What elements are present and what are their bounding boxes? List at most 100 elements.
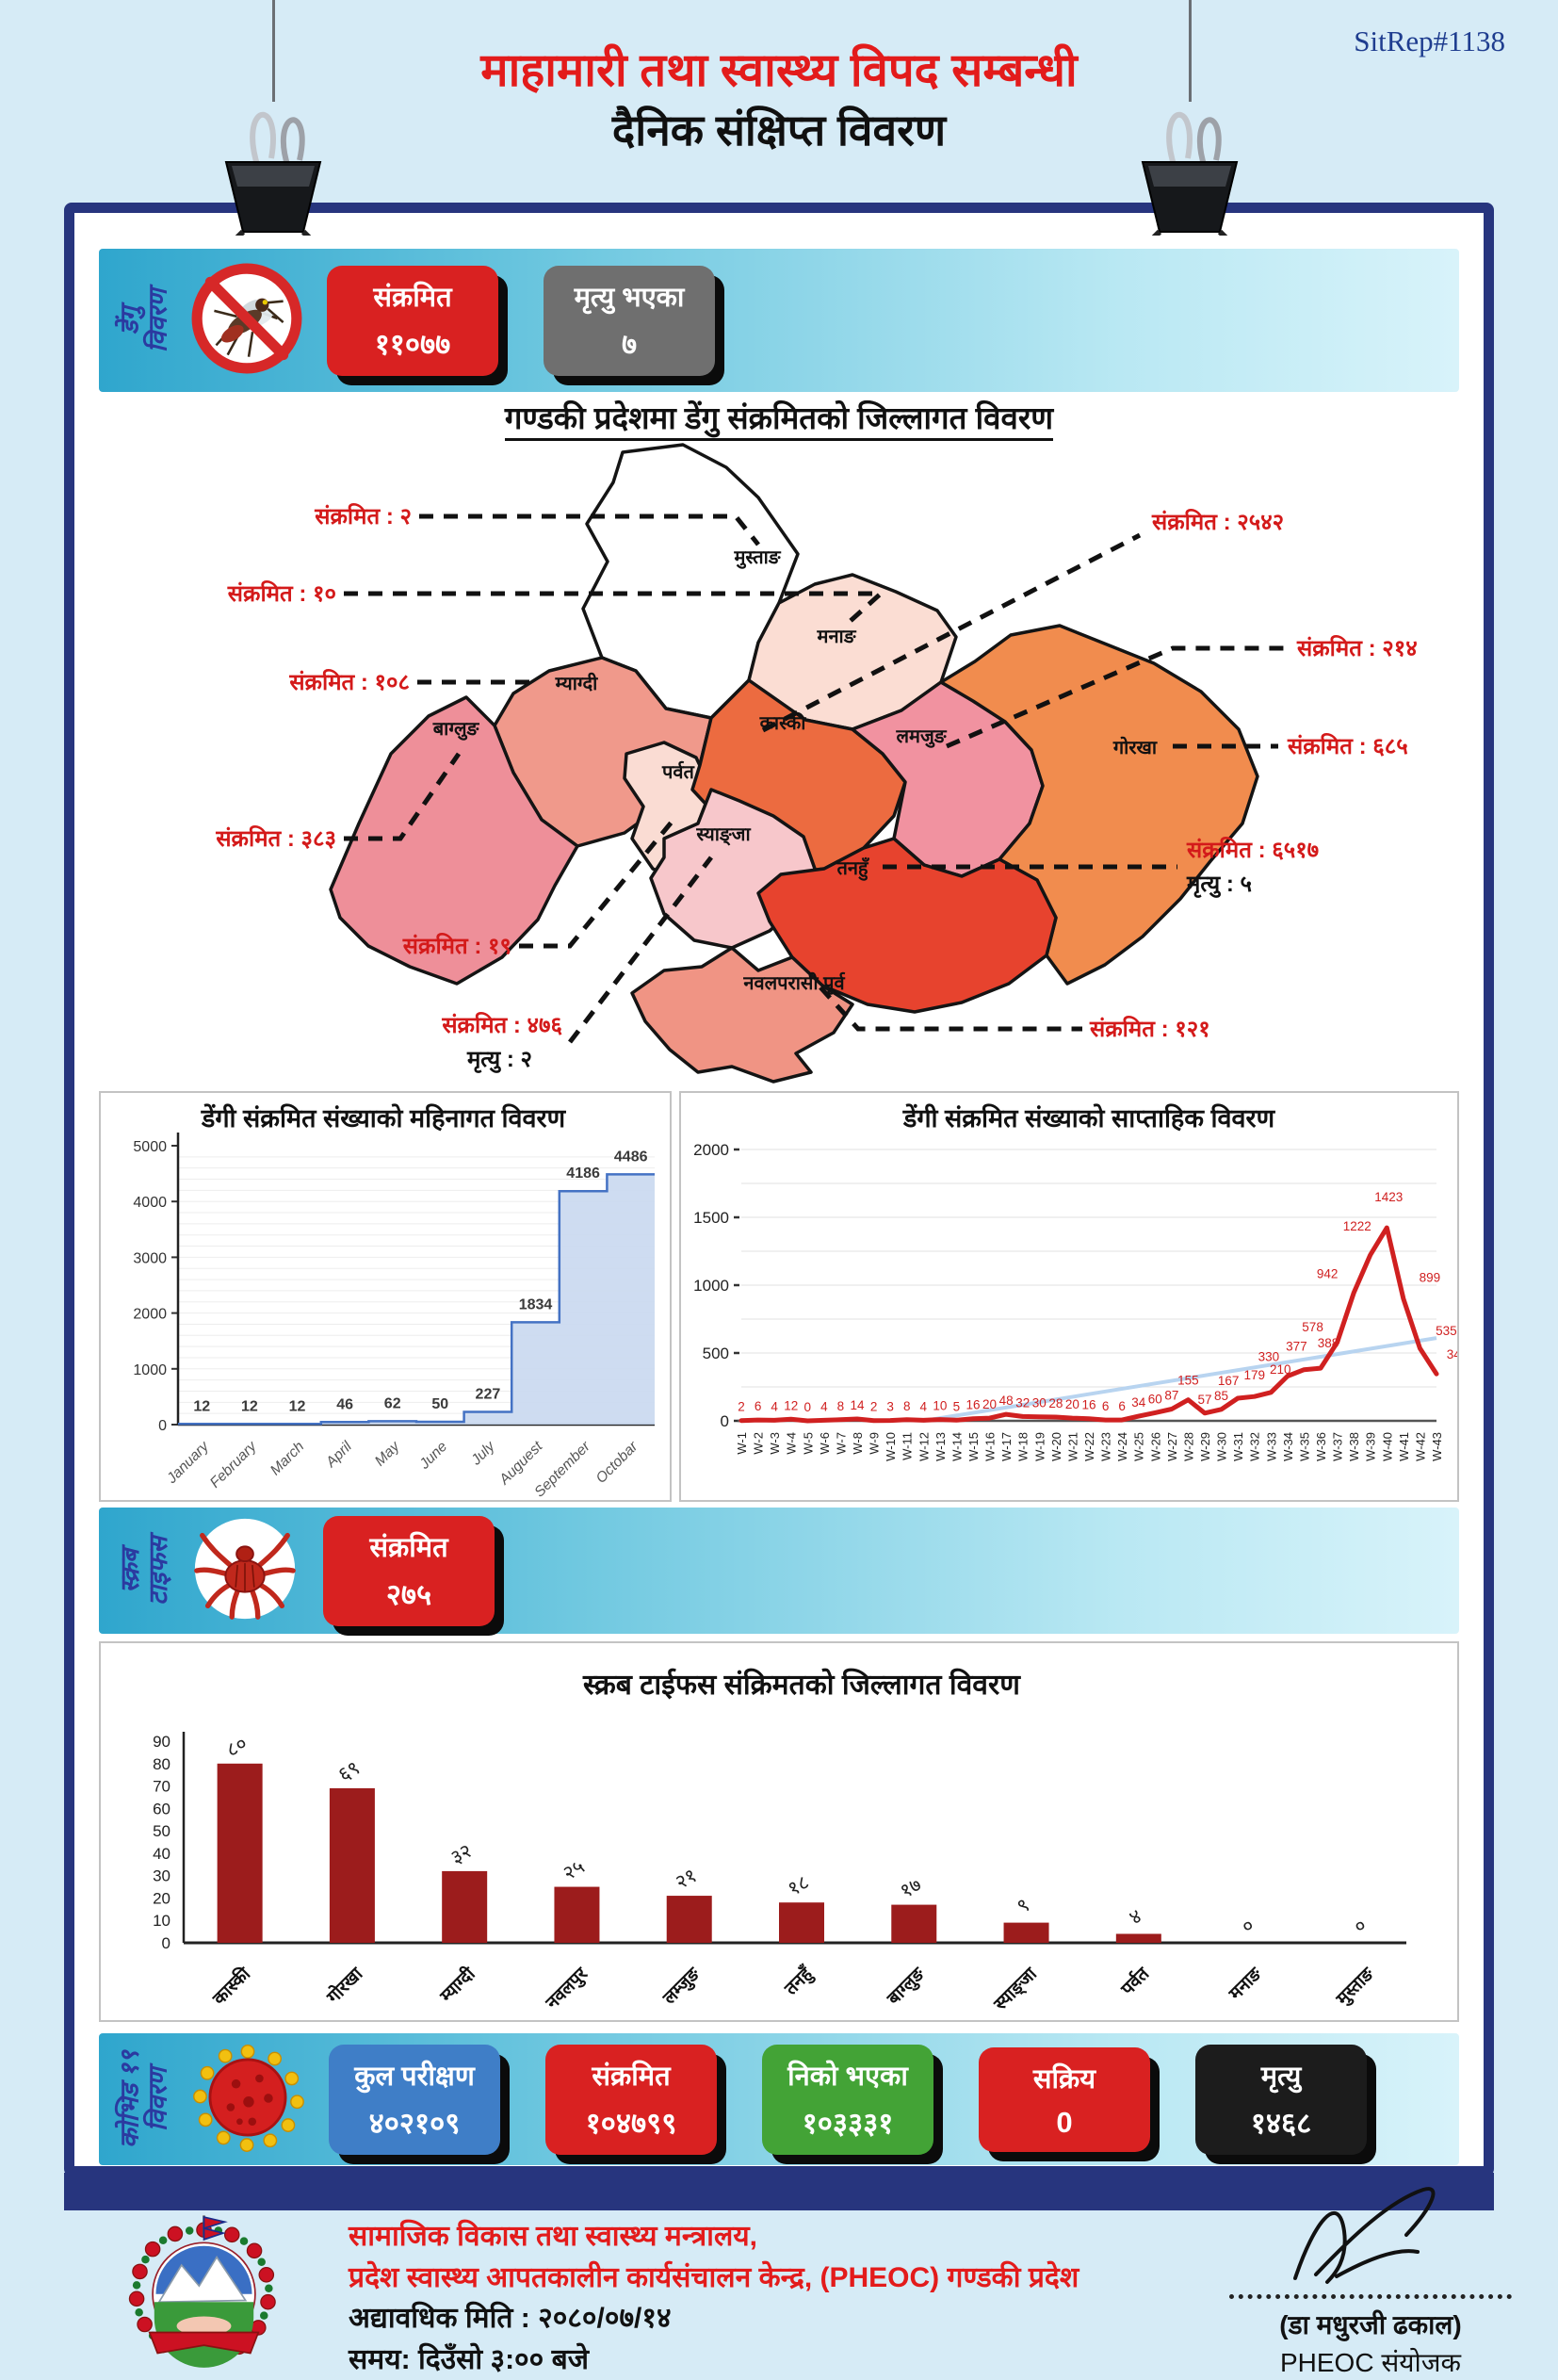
svg-text:९: ९ bbox=[1014, 1894, 1033, 1917]
svg-text:942: 942 bbox=[1317, 1266, 1339, 1280]
svg-text:March: March bbox=[268, 1439, 307, 1478]
svg-text:346: 346 bbox=[1447, 1347, 1457, 1361]
svg-text:10: 10 bbox=[153, 1912, 170, 1930]
svg-text:W-42: W-42 bbox=[1413, 1432, 1427, 1461]
dengue-deaths-label: मृत्यु भएका bbox=[568, 278, 690, 315]
svg-text:4000: 4000 bbox=[133, 1195, 167, 1211]
svg-text:म्याग्दी: म्याग्दी bbox=[435, 1963, 480, 2008]
svg-text:W-26: W-26 bbox=[1148, 1432, 1162, 1461]
svg-text:स्याङ्जा: स्याङ्जा bbox=[990, 1964, 1043, 2016]
svg-text:4: 4 bbox=[920, 1399, 928, 1413]
label-baglung: बाग्लुङ bbox=[432, 719, 480, 741]
scrub-section-label: स्क्रब टाइफस bbox=[99, 1508, 189, 1634]
svg-text:W-43: W-43 bbox=[1430, 1432, 1444, 1461]
svg-text:50: 50 bbox=[431, 1396, 448, 1412]
svg-text:लम्जुङ: लम्जुङ bbox=[659, 1964, 706, 2010]
svg-text:W-12: W-12 bbox=[917, 1432, 931, 1461]
svg-text:कास्की: कास्की bbox=[207, 1963, 255, 2011]
svg-text:6: 6 bbox=[1118, 1399, 1126, 1413]
scrub-label-line1: स्क्रब bbox=[116, 1537, 144, 1606]
svg-text:W-21: W-21 bbox=[1065, 1432, 1079, 1461]
scrub-infected-label: संक्रमित bbox=[348, 1528, 470, 1565]
label-myagdi: म्याग्दी bbox=[555, 672, 599, 694]
dengue-label-line2: विवरण bbox=[144, 288, 172, 352]
svg-text:गोरखा: गोरखा bbox=[321, 1963, 367, 2009]
svg-text:5: 5 bbox=[953, 1399, 961, 1413]
svg-text:377: 377 bbox=[1286, 1340, 1307, 1354]
svg-text:W-19: W-19 bbox=[1032, 1432, 1047, 1461]
svg-text:W-5: W-5 bbox=[801, 1432, 815, 1455]
svg-text:10: 10 bbox=[933, 1399, 947, 1413]
scrub-bar bbox=[442, 1871, 487, 1943]
label-mustang: मुस्ताङ bbox=[733, 547, 781, 569]
covid-deaths-label: मृत्यु bbox=[1220, 2057, 1342, 2094]
svg-text:२१: २१ bbox=[672, 1865, 700, 1894]
dengue-map-title: गण्डकी प्रदेशमा डेंगु संक्रमितको जिल्लाग… bbox=[74, 396, 1484, 438]
svg-text:1423: 1423 bbox=[1374, 1190, 1403, 1204]
label-kaski: कास्की bbox=[759, 711, 807, 734]
svg-text:०: ० bbox=[1238, 1915, 1258, 1938]
svg-text:डेंगी संक्रमित संख्याको महिनाग: डेंगी संक्रमित संख्याको महिनागत विवरण bbox=[201, 1103, 567, 1133]
svg-text:W-23: W-23 bbox=[1099, 1432, 1113, 1461]
svg-text:W-36: W-36 bbox=[1314, 1432, 1328, 1461]
dengue-infected-value: ११०७७ bbox=[351, 324, 474, 364]
svg-text:5000: 5000 bbox=[133, 1139, 167, 1155]
svg-text:W-38: W-38 bbox=[1347, 1432, 1361, 1461]
scrub-bar bbox=[218, 1764, 263, 1943]
nepal-government-emblem bbox=[79, 2212, 329, 2372]
footer-org-line2: प्रदेश स्वास्थ्य आपतकालीन कार्यसंचालन के… bbox=[349, 2258, 1079, 2299]
svg-text:30: 30 bbox=[1032, 1396, 1047, 1410]
svg-text:W-32: W-32 bbox=[1248, 1432, 1262, 1461]
svg-text:85: 85 bbox=[1214, 1389, 1228, 1403]
covid-label-line1: कोभिड १९ bbox=[116, 2050, 144, 2148]
callout-syangja-deaths: मृत्यु : २ bbox=[466, 1047, 532, 1073]
svg-text:July: July bbox=[467, 1438, 498, 1469]
svg-text:June: June bbox=[416, 1439, 451, 1474]
svg-text:२५: २५ bbox=[560, 1856, 588, 1885]
svg-text:12: 12 bbox=[289, 1398, 306, 1414]
svg-text:W-10: W-10 bbox=[884, 1432, 898, 1461]
svg-text:4186: 4186 bbox=[566, 1166, 600, 1182]
svg-text:६९: ६९ bbox=[334, 1757, 363, 1786]
footer-updated-date: अद्यावधिक मिति : २०८०/०७/१४ bbox=[349, 2298, 1079, 2339]
svg-text:20: 20 bbox=[1065, 1397, 1079, 1411]
footer-org-line1: सामाजिक विकास तथा स्वास्थ्य मन्त्रालय, bbox=[349, 2216, 1079, 2258]
callout-myagdi: संक्रमित : १०८ bbox=[288, 669, 410, 695]
covid-active-value: 0 bbox=[1003, 2106, 1126, 2140]
covid-infected-box: संक्रमित १०४७९९ bbox=[545, 2045, 717, 2155]
svg-text:Octobar: Octobar bbox=[593, 1438, 642, 1487]
svg-text:January: January bbox=[163, 1438, 213, 1488]
covid-recovered-label: निको भएका bbox=[787, 2057, 909, 2094]
dengue-section-label: डेंगु विवरण bbox=[99, 249, 189, 392]
svg-text:W-34: W-34 bbox=[1281, 1432, 1295, 1461]
svg-text:330: 330 bbox=[1258, 1349, 1280, 1363]
covid-tests-value: ४०२१०९ bbox=[353, 2103, 476, 2143]
svg-text:155: 155 bbox=[1177, 1374, 1199, 1388]
svg-text:3: 3 bbox=[886, 1400, 894, 1414]
svg-text:70: 70 bbox=[153, 1778, 170, 1796]
svg-text:1500: 1500 bbox=[693, 1209, 729, 1227]
callout-mustang: संक्रमित : २ bbox=[314, 503, 412, 530]
svg-text:W-7: W-7 bbox=[834, 1432, 848, 1455]
svg-text:W-25: W-25 bbox=[1132, 1432, 1146, 1461]
dengue-deaths-value: ७ bbox=[568, 324, 690, 364]
svg-text:स्क्रब टाईफस संक्रिमतको जिल्ला: स्क्रब टाईफस संक्रिमतको जिल्लागत विवरण bbox=[582, 1668, 1021, 1701]
scrub-bar bbox=[554, 1887, 599, 1943]
callout-manang: संक्रमित : १० bbox=[227, 580, 336, 607]
svg-text:8: 8 bbox=[837, 1399, 845, 1413]
label-lamjung: लमजुङ bbox=[895, 726, 947, 748]
svg-text:W-4: W-4 bbox=[785, 1432, 799, 1455]
svg-text:W-33: W-33 bbox=[1264, 1432, 1278, 1461]
svg-text:W-6: W-6 bbox=[818, 1432, 832, 1455]
scrub-bar bbox=[1116, 1933, 1161, 1943]
scrub-infected-value: २७५ bbox=[348, 1574, 470, 1614]
svg-text:227: 227 bbox=[476, 1387, 501, 1403]
callout-nawalparasi: संक्रमित : १२१ bbox=[1089, 1016, 1210, 1042]
covid-tests-box: कुल परीक्षण ४०२१०९ bbox=[329, 2045, 500, 2155]
svg-text:April: April bbox=[322, 1438, 355, 1471]
svg-text:60: 60 bbox=[1148, 1392, 1162, 1406]
svg-text:28: 28 bbox=[1048, 1396, 1063, 1410]
